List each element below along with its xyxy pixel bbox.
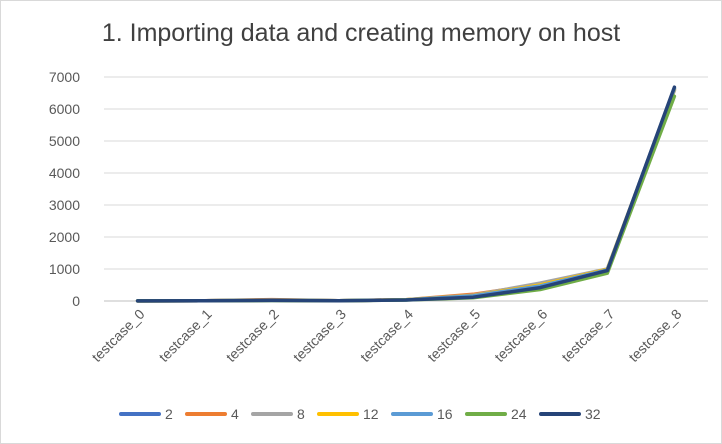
series-line-32 — [135, 85, 677, 303]
legend: 2 4 8 12 16 24 32 — [119, 406, 601, 422]
legend-label: 4 — [231, 406, 239, 422]
x-tick-label: testcase_3 — [290, 306, 349, 365]
legend-label: 16 — [437, 406, 453, 422]
x-tick-label: testcase_7 — [558, 306, 617, 365]
legend-label: 24 — [511, 406, 527, 422]
y-tick-label: 6000 — [49, 101, 80, 117]
legend-item-32: 32 — [539, 406, 601, 422]
legend-label: 8 — [297, 406, 305, 422]
legend-item-16: 16 — [391, 406, 453, 422]
y-tick-label: 2000 — [49, 229, 80, 245]
legend-item-8: 8 — [251, 406, 305, 422]
x-tick-label: testcase_0 — [88, 306, 147, 365]
gridlines — [104, 76, 708, 302]
legend-item-2: 2 — [119, 406, 173, 422]
chart-title: 1. Importing data and creating memory on… — [101, 19, 621, 47]
y-tick-label: 0 — [72, 293, 80, 309]
x-tick-label: testcase_1 — [156, 306, 215, 365]
x-tick-label: testcase_8 — [625, 306, 684, 365]
x-tick-label: testcase_5 — [424, 306, 483, 365]
y-tick-label: 4000 — [49, 165, 80, 181]
legend-item-4: 4 — [185, 406, 239, 422]
x-tick-label: testcase_4 — [357, 306, 416, 365]
legend-label: 2 — [165, 406, 173, 422]
legend-item-24: 24 — [465, 406, 527, 422]
y-tick-label: 7000 — [49, 69, 80, 85]
x-tick-label: testcase_2 — [223, 306, 282, 365]
y-tick-label: 1000 — [49, 261, 80, 277]
y-tick-label: 3000 — [49, 197, 80, 213]
legend-label: 32 — [585, 406, 601, 422]
legend-item-12: 12 — [317, 406, 379, 422]
x-axis-ticks: testcase_0 testcase_1 testcase_2 testcase_3… — [88, 306, 684, 365]
x-tick-label: testcase_6 — [491, 306, 550, 365]
legend-label: 12 — [363, 406, 379, 422]
series-lines — [135, 85, 677, 303]
y-tick-label: 5000 — [49, 133, 80, 149]
y-axis-ticks: 0 1000 2000 3000 4000 5000 6000 7000 — [49, 69, 80, 309]
